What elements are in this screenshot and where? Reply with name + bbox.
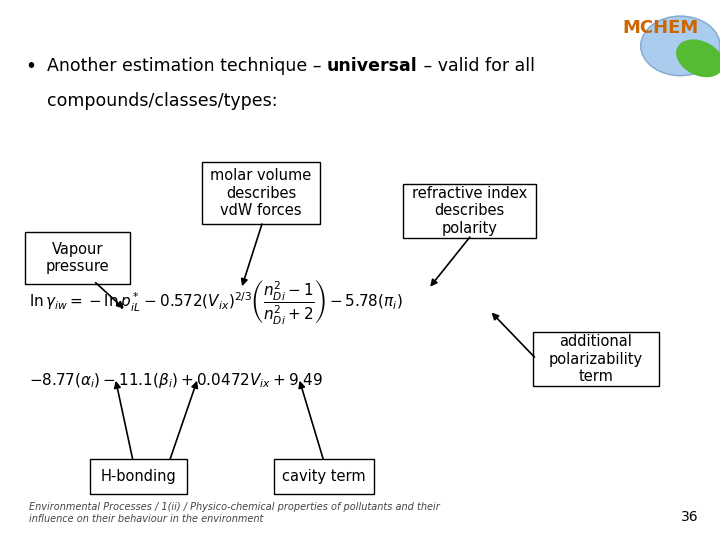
Circle shape bbox=[641, 16, 720, 76]
FancyBboxPatch shape bbox=[202, 162, 320, 224]
Ellipse shape bbox=[677, 40, 720, 77]
Text: Another estimation technique –: Another estimation technique – bbox=[47, 57, 327, 75]
FancyBboxPatch shape bbox=[25, 232, 130, 284]
FancyBboxPatch shape bbox=[533, 332, 659, 386]
Text: $\ln \gamma_{iw} = -\ln p^*_{iL} - 0.572\left(V_{ix}\right)^{2/3}\left(\dfrac{n^: $\ln \gamma_{iw} = -\ln p^*_{iL} - 0.572… bbox=[29, 279, 402, 326]
Text: $-8.77(\alpha_i) - 11.1(\beta_i) + 0.0472V_{ix} + 9.49$: $-8.77(\alpha_i) - 11.1(\beta_i) + 0.047… bbox=[29, 371, 323, 390]
Text: molar volume
describes
vdW forces: molar volume describes vdW forces bbox=[210, 168, 312, 218]
Text: compounds/classes/types:: compounds/classes/types: bbox=[47, 92, 277, 110]
Text: MCHEM: MCHEM bbox=[623, 19, 699, 37]
Text: cavity term: cavity term bbox=[282, 469, 366, 484]
FancyBboxPatch shape bbox=[90, 459, 187, 494]
Text: 36: 36 bbox=[681, 510, 698, 524]
FancyBboxPatch shape bbox=[274, 459, 374, 494]
Text: refractive index
describes
polarity: refractive index describes polarity bbox=[412, 186, 528, 235]
Text: H-bonding: H-bonding bbox=[101, 469, 176, 484]
Text: additional
polarizability
term: additional polarizability term bbox=[549, 334, 643, 384]
FancyBboxPatch shape bbox=[403, 184, 536, 238]
Text: universal: universal bbox=[327, 57, 418, 75]
Text: •: • bbox=[25, 57, 36, 76]
Text: Vapour
pressure: Vapour pressure bbox=[45, 242, 109, 274]
Text: Environmental Processes / 1(ii) / Physico-chemical properties of pollutants and : Environmental Processes / 1(ii) / Physic… bbox=[29, 502, 439, 524]
Text: – valid for all: – valid for all bbox=[418, 57, 534, 75]
